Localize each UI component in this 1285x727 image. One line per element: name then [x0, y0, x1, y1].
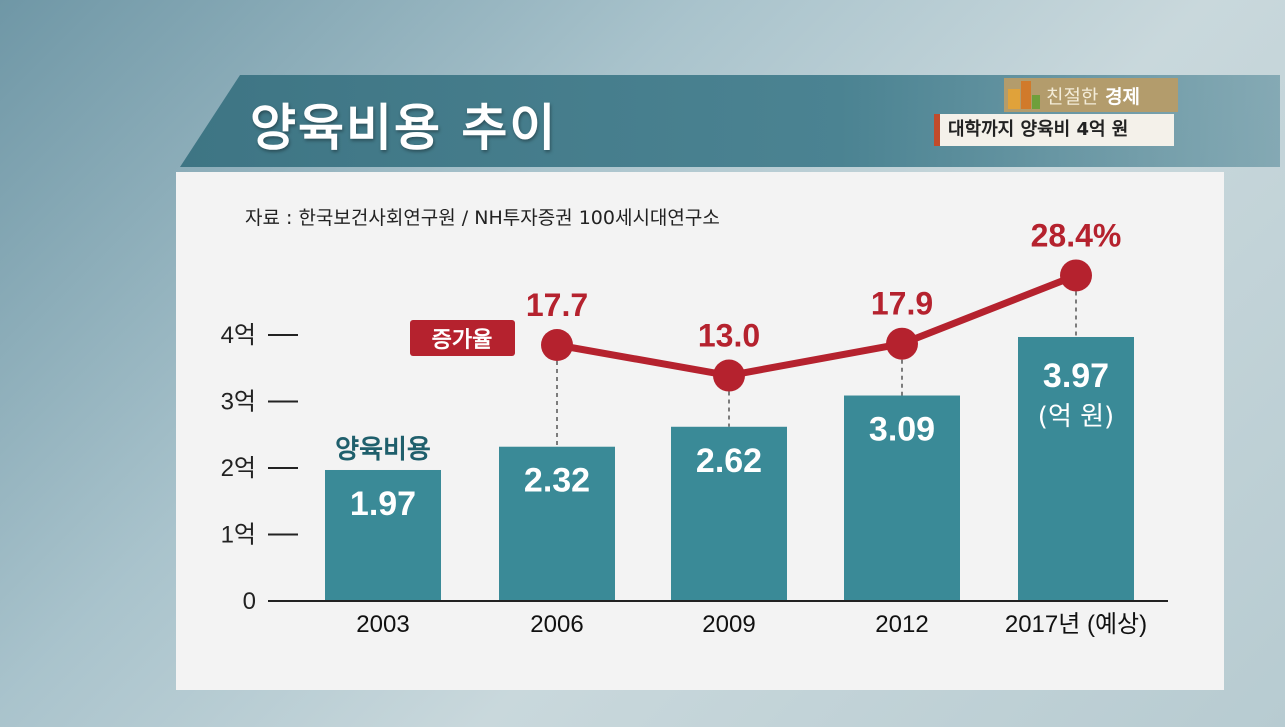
x-tick-label: 2009	[702, 611, 755, 638]
brand-suffix: 경제	[1105, 85, 1141, 108]
x-tick-label: 2017년 (예상)	[1005, 611, 1147, 638]
y-tick-label: 0	[243, 588, 256, 615]
y-tick-label: 3억	[221, 389, 256, 416]
bar	[499, 446, 615, 601]
bar-value-label: 3.09	[869, 411, 935, 449]
bar-value-label: 2.32	[524, 462, 590, 500]
rate-point	[541, 329, 573, 361]
rate-point	[713, 359, 745, 392]
x-tick-label: 2012	[875, 611, 928, 638]
bar-value-label: 3.97	[1043, 357, 1109, 395]
brand-text: 친절한 경제	[1046, 82, 1140, 109]
bar-value-label: 2.62	[696, 442, 762, 480]
rate-legend-label: 증가율	[432, 328, 493, 353]
brand-badge: 친절한 경제	[1004, 78, 1178, 112]
rate-value-label: 17.9	[871, 286, 933, 322]
rate-value-label: 13.0	[698, 318, 760, 354]
y-tick-label: 1억	[221, 522, 256, 549]
bar	[325, 469, 441, 601]
source-note: 자료 : 한국보건사회연구원 / NH투자증권 100세시대연구소	[245, 207, 720, 229]
rate-value-label: 17.7	[526, 287, 588, 323]
rate-point	[1060, 259, 1092, 292]
y-tick-label: 2억	[221, 455, 256, 482]
brand-prefix: 친절한	[1046, 85, 1099, 108]
y-tick-label: 4억	[221, 322, 256, 349]
bar	[844, 395, 960, 601]
x-tick-label: 2006	[530, 611, 583, 638]
unit-note: (억 원)	[1038, 402, 1114, 432]
bar	[671, 426, 787, 601]
building-logo-icon	[1008, 81, 1040, 109]
rate-line	[556, 272, 1078, 380]
subtitle-caption: 대학까지 양육비 4억 원	[934, 114, 1174, 146]
bar-value-label: 1.97	[350, 485, 416, 523]
rate-value-label: 28.4%	[1031, 217, 1122, 253]
bar-series-label: 양육비용	[335, 435, 431, 465]
bar	[1018, 336, 1134, 601]
rate-point	[886, 327, 918, 360]
rate-legend-tag	[410, 320, 515, 356]
x-tick-label: 2003	[356, 611, 409, 638]
page-title: 양육비용 추이	[250, 99, 558, 157]
